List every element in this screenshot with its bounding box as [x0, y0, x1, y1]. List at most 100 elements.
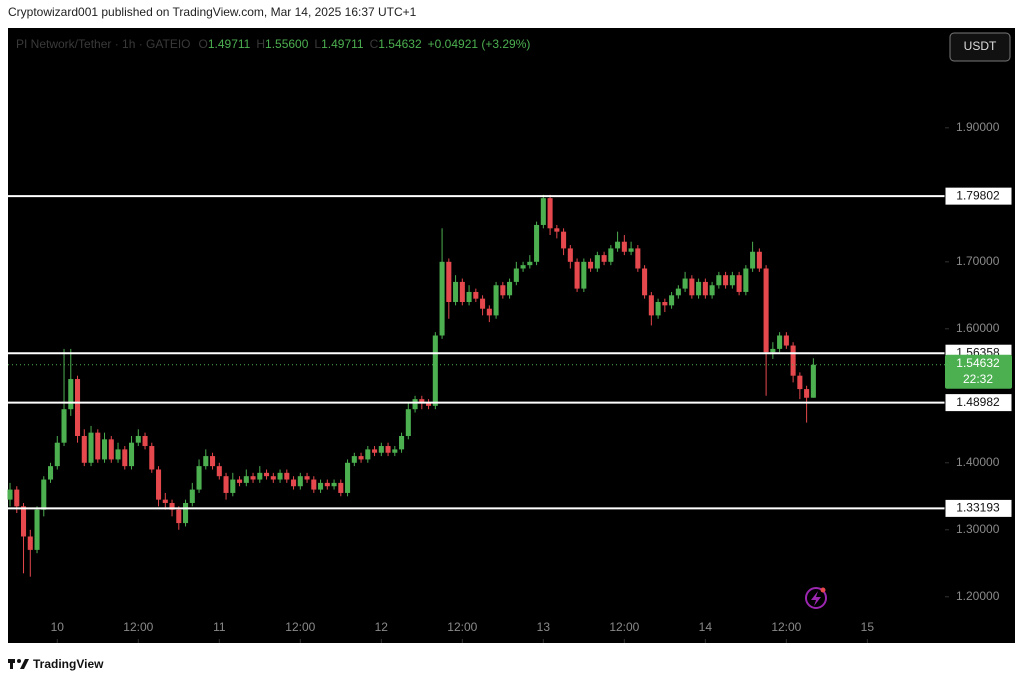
candle-body — [264, 472, 270, 477]
candle-body — [324, 482, 330, 487]
candle-body — [696, 281, 702, 296]
candle-body — [432, 335, 438, 406]
candle-body — [770, 348, 776, 353]
candle-body — [675, 288, 681, 296]
legend-key: H — [256, 37, 265, 51]
level-label-box — [944, 186, 1013, 206]
currency-button[interactable] — [949, 32, 1011, 62]
candle-body — [318, 482, 324, 490]
candle-body — [567, 248, 573, 262]
candle-body — [102, 439, 108, 460]
candle-body — [88, 432, 94, 463]
candle-body — [736, 275, 742, 292]
candle-body — [392, 449, 398, 453]
candle-body — [27, 536, 33, 550]
candle-body — [459, 281, 465, 303]
candle-body — [419, 399, 425, 403]
level-label: 1.48982 — [956, 395, 1000, 409]
legend-value: 1.49711 — [208, 37, 251, 51]
candle-body — [338, 482, 344, 493]
currency-button-label[interactable]: USDT — [964, 39, 997, 53]
candle-body — [68, 379, 74, 410]
candle-body — [426, 402, 432, 406]
level-label-box — [944, 393, 1013, 413]
candle-body — [783, 335, 789, 346]
y-tick-label: 1.40000 — [956, 455, 1000, 469]
candle-body — [486, 308, 492, 316]
candle-body — [149, 446, 155, 470]
candle-body — [473, 291, 479, 299]
candle-body — [574, 261, 580, 289]
y-tick-label: 1.20000 — [956, 589, 1000, 603]
candle-body — [412, 399, 418, 410]
candle-body — [439, 261, 445, 336]
candle-body — [284, 472, 290, 480]
candle-body — [493, 285, 499, 316]
candle-body — [513, 268, 519, 282]
candle-body — [655, 302, 661, 316]
lightning-icon[interactable] — [805, 587, 827, 609]
legend-key: O — [199, 37, 208, 51]
candle-body — [466, 291, 472, 303]
candle-body — [554, 228, 560, 232]
candle-body — [108, 439, 114, 460]
candle-body — [7, 489, 13, 500]
candle-body — [189, 489, 195, 503]
candle-body — [365, 449, 371, 460]
candle-body — [47, 466, 54, 480]
candle-body — [237, 479, 243, 483]
candle-body — [689, 278, 695, 296]
candle-body — [135, 435, 141, 443]
candle-body — [608, 248, 614, 262]
candle-body — [561, 231, 567, 249]
candle-body — [270, 476, 276, 480]
candle-body — [75, 379, 81, 436]
x-tick-label: 10 — [51, 620, 65, 634]
candle-body — [540, 198, 546, 225]
candle-body — [480, 298, 486, 309]
symbol: PI Network/Tether · 1h · GATEIO — [16, 37, 191, 51]
candle-body — [54, 442, 60, 467]
x-tick-label: 12:00 — [609, 620, 639, 634]
candle-body — [588, 261, 594, 269]
candle-body — [61, 409, 67, 443]
legend-value: 1.54632 — [378, 37, 422, 51]
candle-body — [804, 389, 810, 398]
candle-body — [304, 476, 310, 480]
candle-body — [635, 248, 641, 269]
candle-body — [534, 224, 540, 262]
candle-body — [81, 435, 87, 463]
candle-body — [345, 462, 351, 493]
candle-body — [277, 472, 283, 480]
candle-body — [291, 479, 297, 487]
candle-body — [743, 268, 749, 292]
publisher-line: Cryptowizard001 published on TradingView… — [8, 5, 417, 19]
candle-body — [709, 285, 715, 296]
y-tick-label: 1.30000 — [956, 522, 1000, 536]
candle-body — [243, 476, 249, 483]
candle-body — [621, 241, 627, 252]
candle-body — [601, 255, 607, 262]
candle-body — [797, 375, 803, 390]
candle-body — [122, 449, 128, 467]
x-tick-label: 15 — [861, 620, 875, 634]
footer-logo — [8, 659, 29, 669]
level-label-box — [944, 498, 1013, 518]
candle-body — [500, 285, 506, 296]
candle-body — [95, 432, 101, 460]
y-tick-label: 1.60000 — [956, 321, 1000, 335]
candle-body — [115, 449, 121, 460]
candle-body — [176, 509, 182, 524]
x-tick-label: 12 — [375, 620, 389, 634]
candle-body — [311, 479, 317, 490]
candle-body — [41, 479, 47, 510]
candle-body — [405, 409, 411, 436]
legend-value: 1.55600 — [265, 37, 309, 51]
y-tick-label: 1.90000 — [956, 120, 1000, 134]
last-price-box — [945, 354, 1012, 389]
legend-value: 1.49711 — [321, 37, 364, 51]
candle-body — [250, 476, 256, 480]
x-tick-label: 12:00 — [447, 620, 477, 634]
candle-body — [669, 295, 675, 306]
